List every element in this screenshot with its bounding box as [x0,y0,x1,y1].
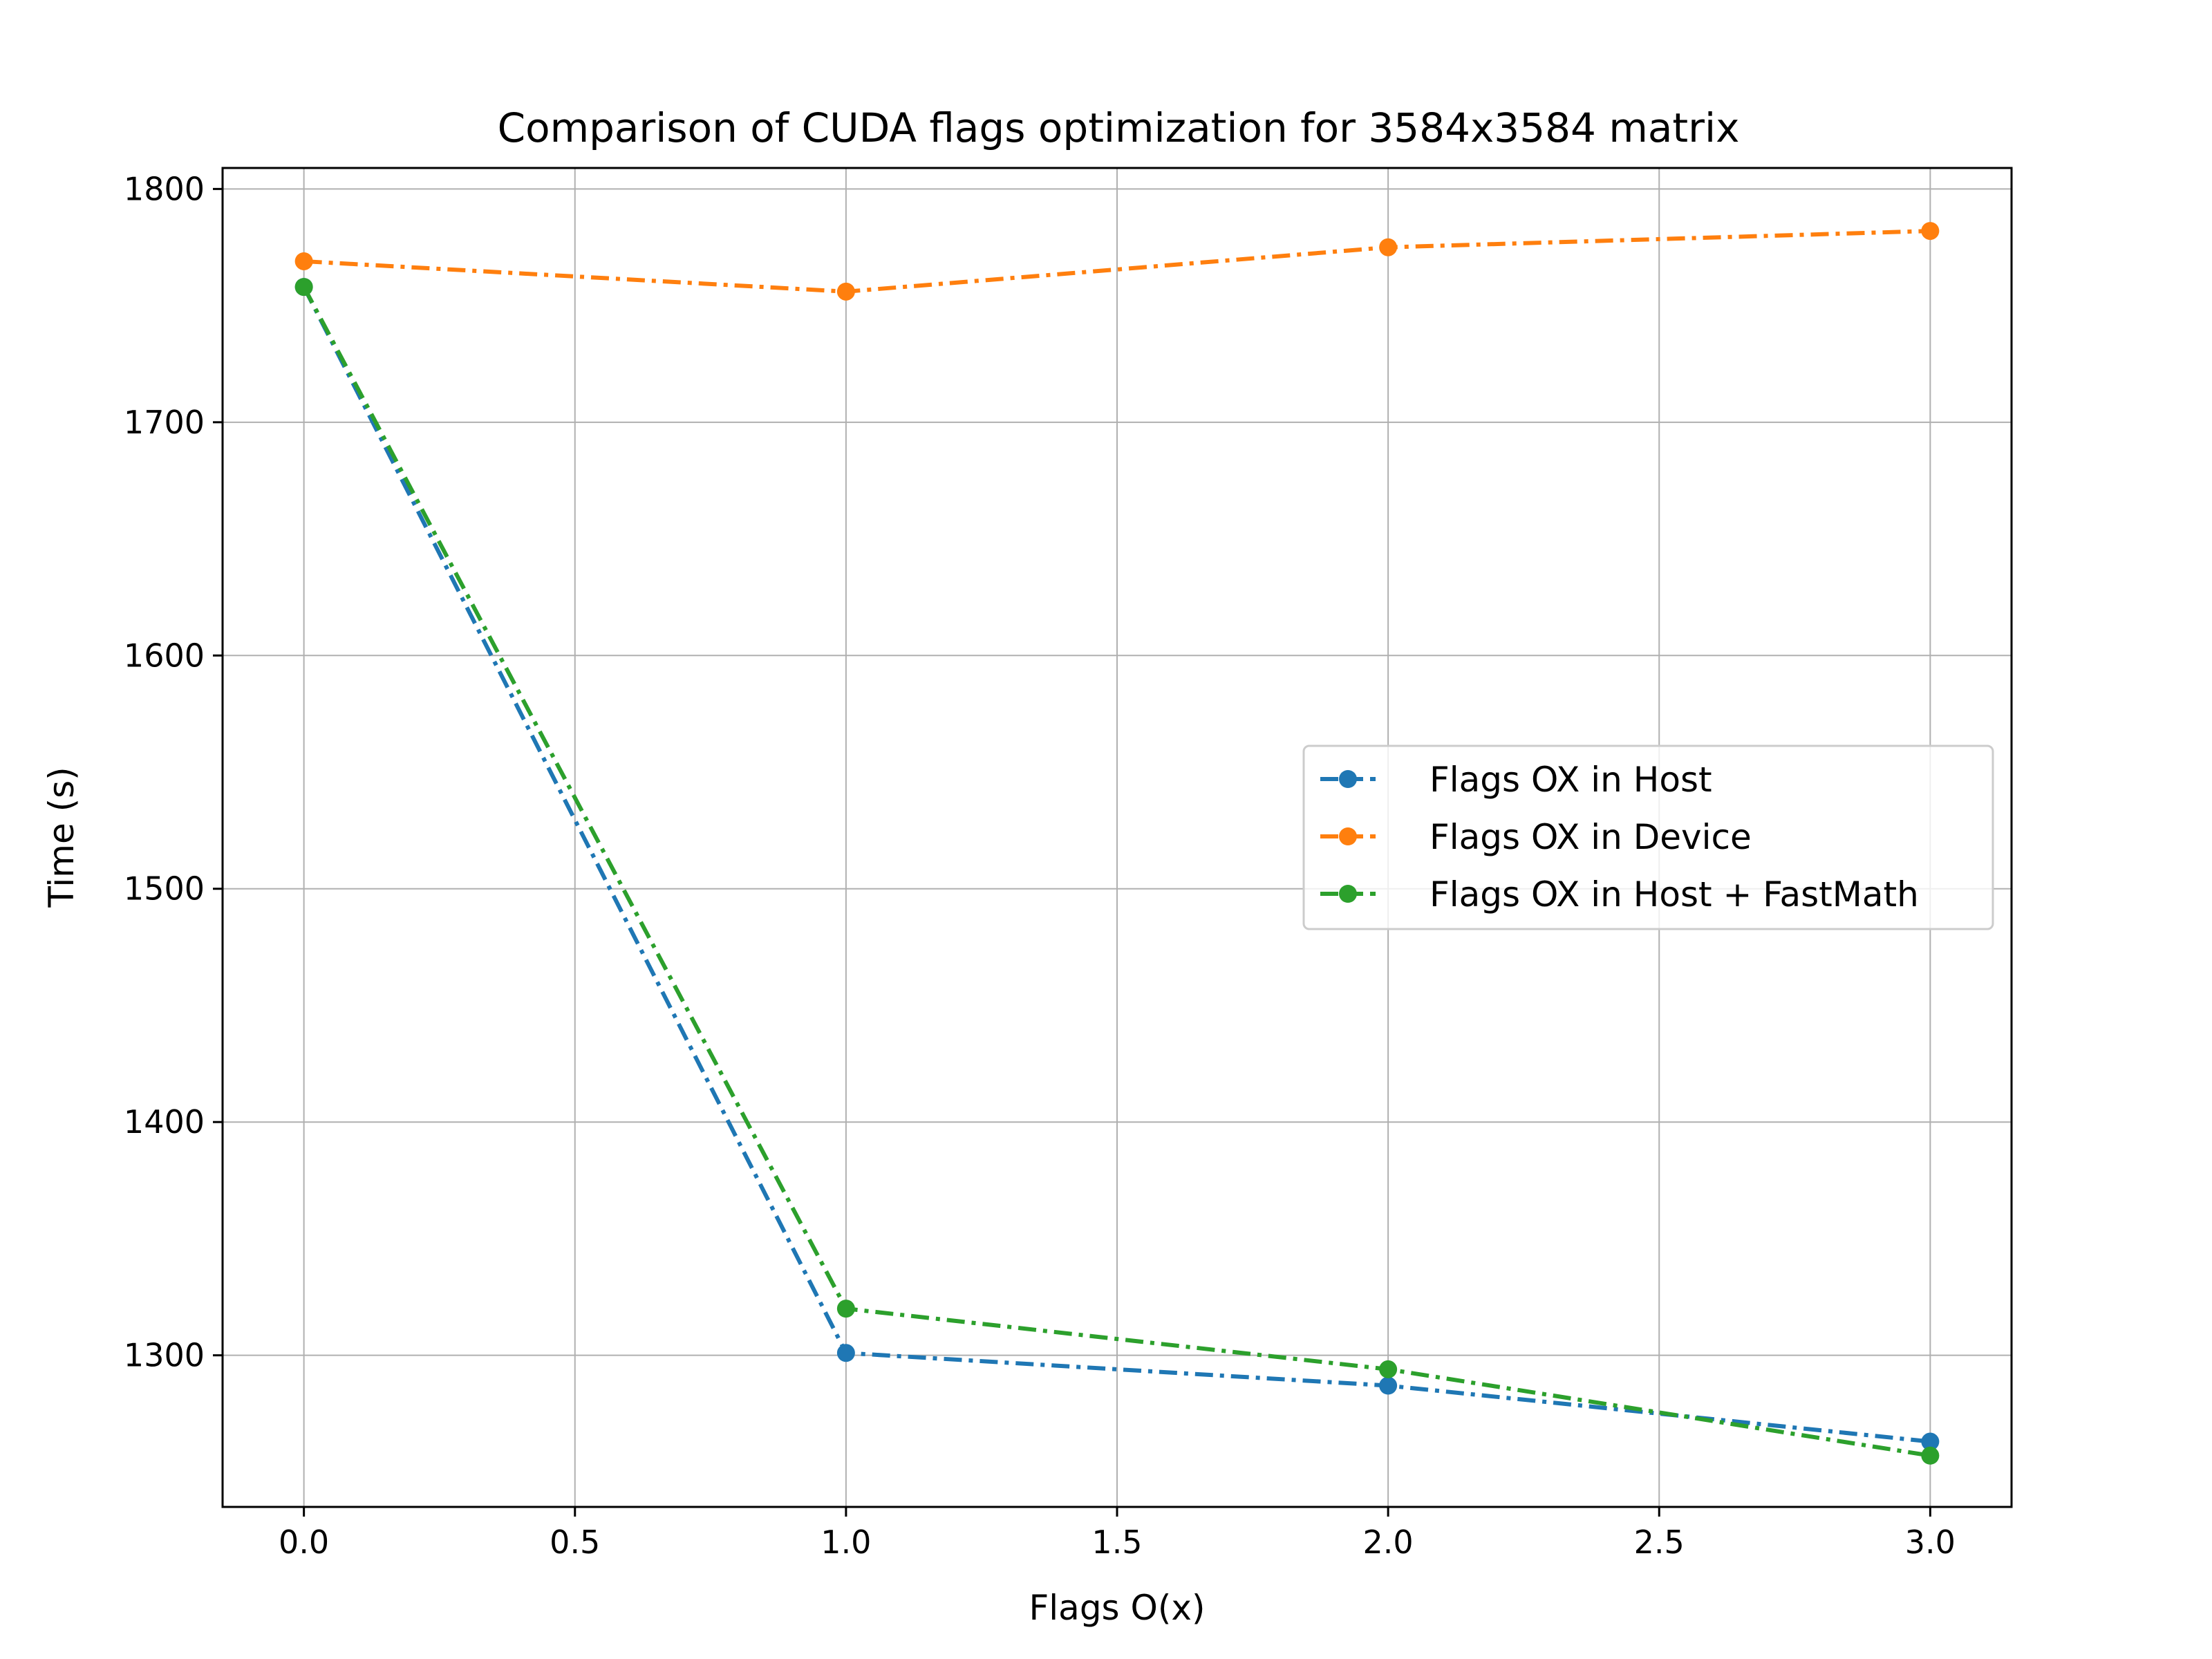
legend-label: Flags OX in Host [1430,760,1712,800]
data-point [1379,1376,1398,1395]
x-tick-label: 0.5 [550,1524,600,1561]
y-tick-label: 1400 [124,1103,205,1141]
x-tick-label: 2.0 [1363,1524,1414,1561]
series-line [303,229,1931,294]
x-tick-label: 1.0 [821,1524,871,1561]
data-point [1921,222,1940,241]
y-tick-label: 1500 [124,870,205,908]
y-tick-label: 1700 [124,404,205,441]
y-tick-label: 1600 [124,637,205,674]
data-point [836,282,855,301]
series-layer [294,222,1940,1465]
axis-ticks: 0.0 0.5 1.0 1.5 2.0 2.5 3.0 1300 1400 1500 1600 170… [124,170,1956,1561]
chart-title: Comparison of CUDA flags optimization fo… [498,104,1740,151]
x-axis-label: Flags O(x) [1029,1588,1206,1628]
y-axis-label: Time (s) [41,767,82,908]
data-point [294,252,313,270]
y-tick-label: 1300 [124,1337,205,1374]
data-point [1921,1432,1940,1451]
x-tick-label: 1.5 [1091,1524,1142,1561]
legend-item: Flags OX in Device [1320,817,1752,857]
legend-marker [1339,827,1357,845]
data-point [1921,1446,1940,1465]
legend-box [1302,744,1994,930]
data-point [294,278,313,297]
data-point [1379,238,1398,256]
y-tick-label: 1800 [124,170,205,207]
legend: Flags OX in Host Flags OX in Device Flags … [1302,744,1994,930]
legend-item: Flags OX in Host [1320,760,1712,800]
legend-item: Flags OX in Host + FastMath [1320,874,1919,915]
legend-label: Flags OX in Device [1430,817,1752,857]
x-tick-label: 3.0 [1905,1524,1956,1561]
data-point [1379,1360,1398,1378]
data-point [836,1344,855,1362]
data-point [836,1300,855,1318]
x-tick-label: 0.0 [279,1524,329,1561]
series-line [301,285,1931,1458]
legend-marker [1339,770,1357,788]
series-3 [294,278,1940,1465]
x-tick-label: 2.5 [1634,1524,1685,1561]
legend-marker [1339,885,1357,903]
legend-label: Flags OX in Host + FastMath [1430,874,1919,915]
series-2 [294,222,1940,301]
